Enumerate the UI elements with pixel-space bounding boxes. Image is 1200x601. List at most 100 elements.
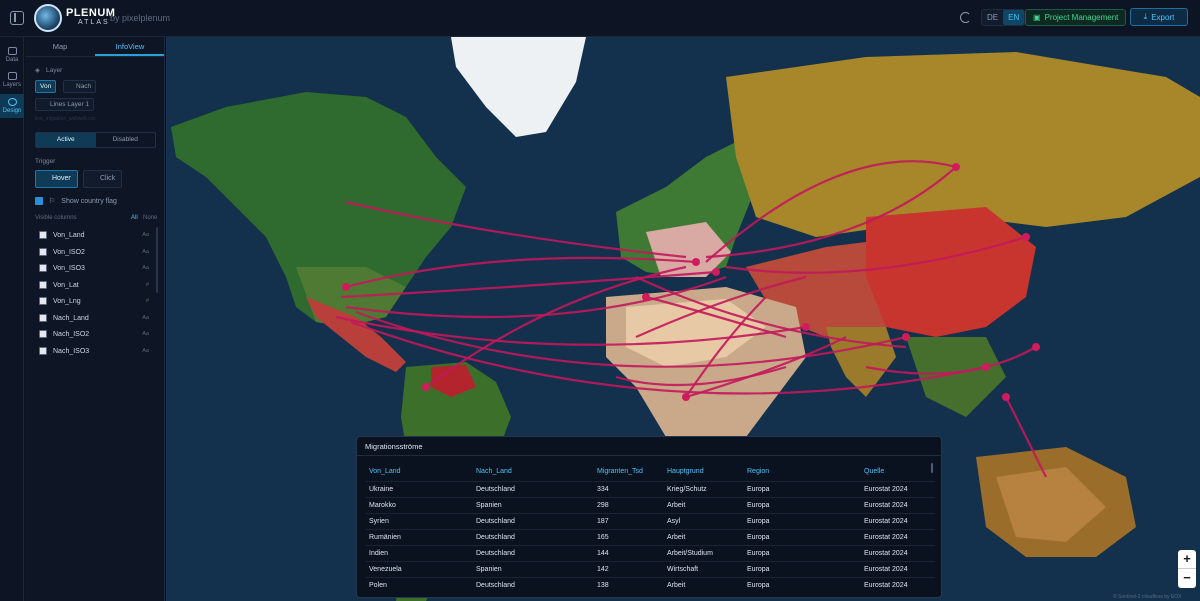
table-cell: Eurostat 2024: [864, 518, 908, 525]
column-checkbox[interactable]: [39, 264, 47, 272]
table-row[interactable]: Indien Deutschland 144 Arbeit/Studium Eu…: [365, 545, 935, 561]
show-flag-checkbox[interactable]: [35, 197, 43, 205]
top-bar: PLENUM ATLAS by pixelplenum DE EN ▣ Proj…: [0, 0, 1200, 37]
state-active[interactable]: Active: [36, 133, 96, 147]
table-cell: Eurostat 2024: [864, 502, 908, 509]
rail-item-design[interactable]: Design: [0, 94, 24, 118]
table-divider: [357, 455, 941, 456]
design-panel: Map InfoView ◈ Layer Von Nach Lines Laye…: [25, 37, 165, 601]
column-header[interactable]: Quelle: [864, 468, 885, 475]
column-checkbox[interactable]: [39, 314, 47, 322]
column-header[interactable]: Von_Land: [369, 468, 401, 475]
table-row[interactable]: Marokko Spanien 298 Arbeit Europa Eurost…: [365, 497, 935, 513]
column-row[interactable]: Nach_ISO3 Aa: [39, 345, 153, 357]
table-row[interactable]: Polen Deutschland 138 Arbeit Europa Euro…: [365, 577, 935, 593]
select-all-link[interactable]: All: [131, 215, 138, 221]
column-type: #: [145, 298, 149, 304]
column-checkbox[interactable]: [39, 248, 47, 256]
table-cell: Rumänien: [369, 534, 401, 541]
table-cell: Eurostat 2024: [864, 534, 908, 541]
table-cell: Europa: [747, 518, 770, 525]
table-row[interactable]: Rumänien Deutschland 165 Arbeit Europa E…: [365, 529, 935, 545]
column-name: Von_Land: [53, 231, 85, 239]
state-toggle: Active Disabled: [35, 132, 156, 148]
globe-logo-icon: [34, 4, 62, 32]
arc-arrows: [342, 163, 1040, 401]
migration-table: Migrationsströme Von_Land Nach_Land Migr…: [356, 436, 942, 598]
column-row[interactable]: Von_Lat #: [39, 279, 153, 291]
sidebar-toggle-icon[interactable]: [10, 11, 24, 25]
column-header[interactable]: Hauptgrund: [667, 468, 704, 475]
rail-item-label: Data: [5, 57, 19, 63]
lines-layer-chip[interactable]: Lines Layer 1: [35, 98, 95, 111]
table-cell: 142: [597, 566, 609, 573]
column-checkbox[interactable]: [39, 231, 47, 239]
show-flag-row[interactable]: ⚐ Show country flag: [35, 197, 117, 205]
table-cell: Marokko: [369, 502, 396, 509]
table-scrollbar[interactable]: [931, 463, 933, 473]
project-management-label: Project Management: [1044, 13, 1119, 22]
refresh-icon[interactable]: [960, 12, 971, 23]
select-none-link[interactable]: None: [143, 215, 158, 221]
column-row[interactable]: Nach_Land Aa: [39, 312, 153, 324]
export-button[interactable]: ⤓ Export: [1130, 8, 1188, 26]
rail-item-layers[interactable]: Layers: [0, 68, 24, 92]
left-rail: Data Layers Design: [0, 37, 24, 601]
tab-infoview[interactable]: InfoView: [95, 37, 164, 56]
column-checkbox[interactable]: [39, 297, 47, 305]
column-row[interactable]: Von_Lng #: [39, 295, 153, 307]
table-cell: Europa: [747, 534, 770, 541]
column-row[interactable]: Von_ISO3 Aa: [39, 262, 153, 274]
table-row[interactable]: Syrien Deutschland 187 Asyl Europa Euros…: [365, 513, 935, 529]
byline: by pixelplenum: [110, 13, 171, 23]
table-cell: Arbeit: [667, 502, 686, 509]
column-row[interactable]: Nach_ISO2 Aa: [39, 328, 153, 340]
table-cell: Deutschland: [476, 518, 515, 525]
table-row[interactable]: Venezuela Spanien 142 Wirtschaft Europa …: [365, 561, 935, 577]
project-management-button[interactable]: ▣ Project Management: [1025, 9, 1127, 26]
column-name: Nach_Land: [53, 314, 89, 322]
map-attribution: © Sentinel-2 cloudless by EOX: [1113, 594, 1182, 600]
column-row[interactable]: Von_Land Aa: [39, 229, 153, 241]
table-row[interactable]: Ukraine Deutschland 334 Krieg/Schutz Eur…: [365, 481, 935, 497]
layer-icon: ◈: [35, 67, 40, 74]
layer-option-von[interactable]: Von: [35, 80, 57, 93]
tab-map[interactable]: Map: [52, 42, 68, 51]
table-cell: Deutschland: [476, 582, 515, 589]
column-type: Aa: [142, 232, 149, 238]
column-header[interactable]: Migranten_Tsd: [597, 468, 643, 475]
column-row[interactable]: Von_ISO2 Aa: [39, 246, 153, 258]
logo-title: PLENUM: [66, 7, 116, 19]
trigger-label: Trigger: [35, 158, 56, 165]
layers-icon: [7, 72, 17, 80]
language-en[interactable]: EN: [1003, 10, 1025, 25]
migration-arcs: [335, 160, 1047, 478]
trigger-hover[interactable]: Hover: [35, 170, 78, 188]
column-checkbox[interactable]: [39, 281, 47, 289]
rail-item-label: Design: [2, 108, 22, 114]
zoom-in-button[interactable]: +: [1178, 550, 1196, 569]
table-cell: Europa: [747, 566, 770, 573]
rail-item-data[interactable]: Data: [0, 43, 24, 67]
trigger-click[interactable]: Click: [83, 170, 123, 188]
column-type: Aa: [142, 265, 149, 271]
table-cell: Spanien: [476, 566, 502, 573]
table-cell: Europa: [747, 550, 770, 557]
zoom-out-button[interactable]: −: [1183, 570, 1191, 585]
palette-icon: [7, 98, 17, 106]
column-checkbox[interactable]: [39, 347, 47, 355]
column-type: #: [145, 282, 149, 288]
column-checkbox[interactable]: [39, 330, 47, 338]
column-list-scrollbar[interactable]: [156, 227, 158, 293]
state-disabled[interactable]: Disabled: [112, 136, 138, 143]
column-header[interactable]: Region: [747, 468, 770, 475]
table-cell: Eurostat 2024: [864, 582, 908, 589]
download-icon: ⤓: [1143, 12, 1148, 21]
layer-option-nach[interactable]: Nach: [63, 80, 97, 93]
column-header[interactable]: Nach_Land: [476, 468, 512, 475]
column-name: Von_Lat: [53, 281, 79, 289]
language-de[interactable]: DE: [987, 13, 999, 22]
table-title: Migrationsströme: [365, 442, 423, 451]
table-cell: Eurostat 2024: [864, 486, 908, 493]
visible-columns-header: Visible columns All None: [35, 215, 159, 221]
